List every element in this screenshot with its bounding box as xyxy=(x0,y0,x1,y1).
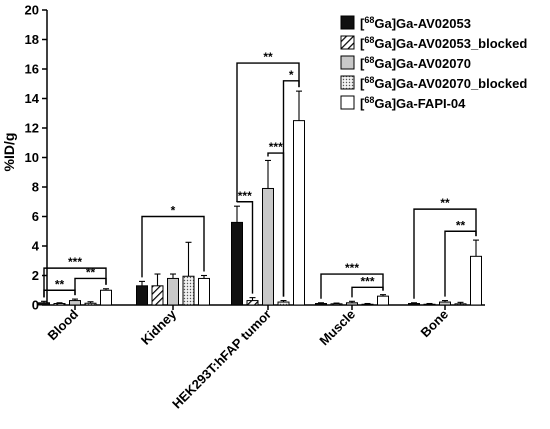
significance-bracket xyxy=(413,208,477,299)
y-tick-label: 0 xyxy=(32,298,39,313)
axes: 0 2 4 6 8 10 12 14 16 18 20 xyxy=(25,3,485,313)
bar xyxy=(315,303,327,306)
significance-label: ** xyxy=(456,218,466,232)
bar xyxy=(277,301,290,306)
bar xyxy=(408,303,420,306)
legend-label: [68Ga]Ga-AV02070 xyxy=(360,55,471,71)
bars xyxy=(38,90,482,306)
significance-bracket xyxy=(43,267,107,298)
y-tick-label: 20 xyxy=(25,3,39,18)
significance-brackets: *************************** xyxy=(43,50,477,299)
legend-swatch xyxy=(340,95,355,110)
bar xyxy=(100,289,112,306)
category-label: Blood xyxy=(44,306,81,343)
significance-label: *** xyxy=(345,261,359,275)
legend-label: [68Ga]Ga-AV02053_blocked xyxy=(360,35,527,51)
bar xyxy=(182,275,195,306)
bar xyxy=(198,277,210,306)
significance-label: ** xyxy=(440,196,450,210)
bar xyxy=(330,303,343,306)
y-tick-label: 8 xyxy=(32,180,39,195)
bar xyxy=(167,277,179,306)
y-tick-label: 6 xyxy=(32,209,39,224)
bar xyxy=(293,120,305,306)
significance-bracket xyxy=(351,286,384,298)
bar xyxy=(151,285,164,306)
bar xyxy=(346,302,358,306)
significance-bracket xyxy=(141,215,205,278)
bar xyxy=(454,303,467,306)
bar xyxy=(69,300,81,306)
bar xyxy=(38,302,50,306)
y-tick-label: 10 xyxy=(25,150,39,165)
legend-swatch xyxy=(340,35,355,50)
significance-label: * xyxy=(289,68,294,82)
category-label: Muscle xyxy=(316,307,358,349)
legend-label: [68Ga]Ga-AV02053 xyxy=(360,15,471,31)
legend: [68Ga]Ga-AV02053 [68Ga]Ga-AV02053_blocked… xyxy=(340,15,527,111)
significance-bracket xyxy=(320,273,384,299)
y-tick-label: 12 xyxy=(25,121,39,136)
category-label: Bone xyxy=(418,307,452,341)
significance-label: *** xyxy=(269,140,283,154)
bar xyxy=(377,295,389,306)
category-label: Kidney xyxy=(138,306,180,348)
legend-swatch xyxy=(340,55,355,70)
significance-bracket xyxy=(43,289,76,298)
y-tick-label: 16 xyxy=(25,62,39,77)
legend-swatch xyxy=(340,75,355,90)
significance-bracket xyxy=(267,152,285,297)
significance-bracket xyxy=(444,230,477,297)
bar xyxy=(136,285,148,306)
y-tick-label: 4 xyxy=(32,239,40,254)
significance-label: * xyxy=(171,204,176,218)
significance-label: *** xyxy=(238,189,252,203)
bar xyxy=(53,303,66,306)
y-axis-label: %ID/g xyxy=(1,133,17,172)
significance-label: ** xyxy=(86,265,96,279)
bar xyxy=(262,187,274,306)
bar xyxy=(470,255,482,306)
legend-label: [68Ga]Ga-AV02070_blocked xyxy=(360,75,527,91)
legend-label: [68Ga]Ga-FAPI-04 xyxy=(360,95,466,111)
bar xyxy=(361,303,374,306)
bar xyxy=(231,221,243,306)
y-tick-label: 18 xyxy=(25,32,39,47)
legend-swatch xyxy=(340,15,355,30)
bar xyxy=(84,302,97,306)
significance-bracket xyxy=(74,277,107,296)
bar xyxy=(246,300,259,306)
y-tick-label: 14 xyxy=(25,91,40,106)
significance-label: ** xyxy=(263,50,273,64)
category-label: HEK293T:hFAP tumor xyxy=(169,307,274,412)
bar xyxy=(439,301,451,306)
y-tick-label: 2 xyxy=(32,268,39,283)
significance-label: *** xyxy=(68,255,82,269)
significance-bracket xyxy=(236,62,300,203)
significance-bracket xyxy=(236,201,254,294)
bar xyxy=(423,303,436,306)
significance-label: *** xyxy=(360,274,374,288)
significance-label: ** xyxy=(55,277,65,291)
